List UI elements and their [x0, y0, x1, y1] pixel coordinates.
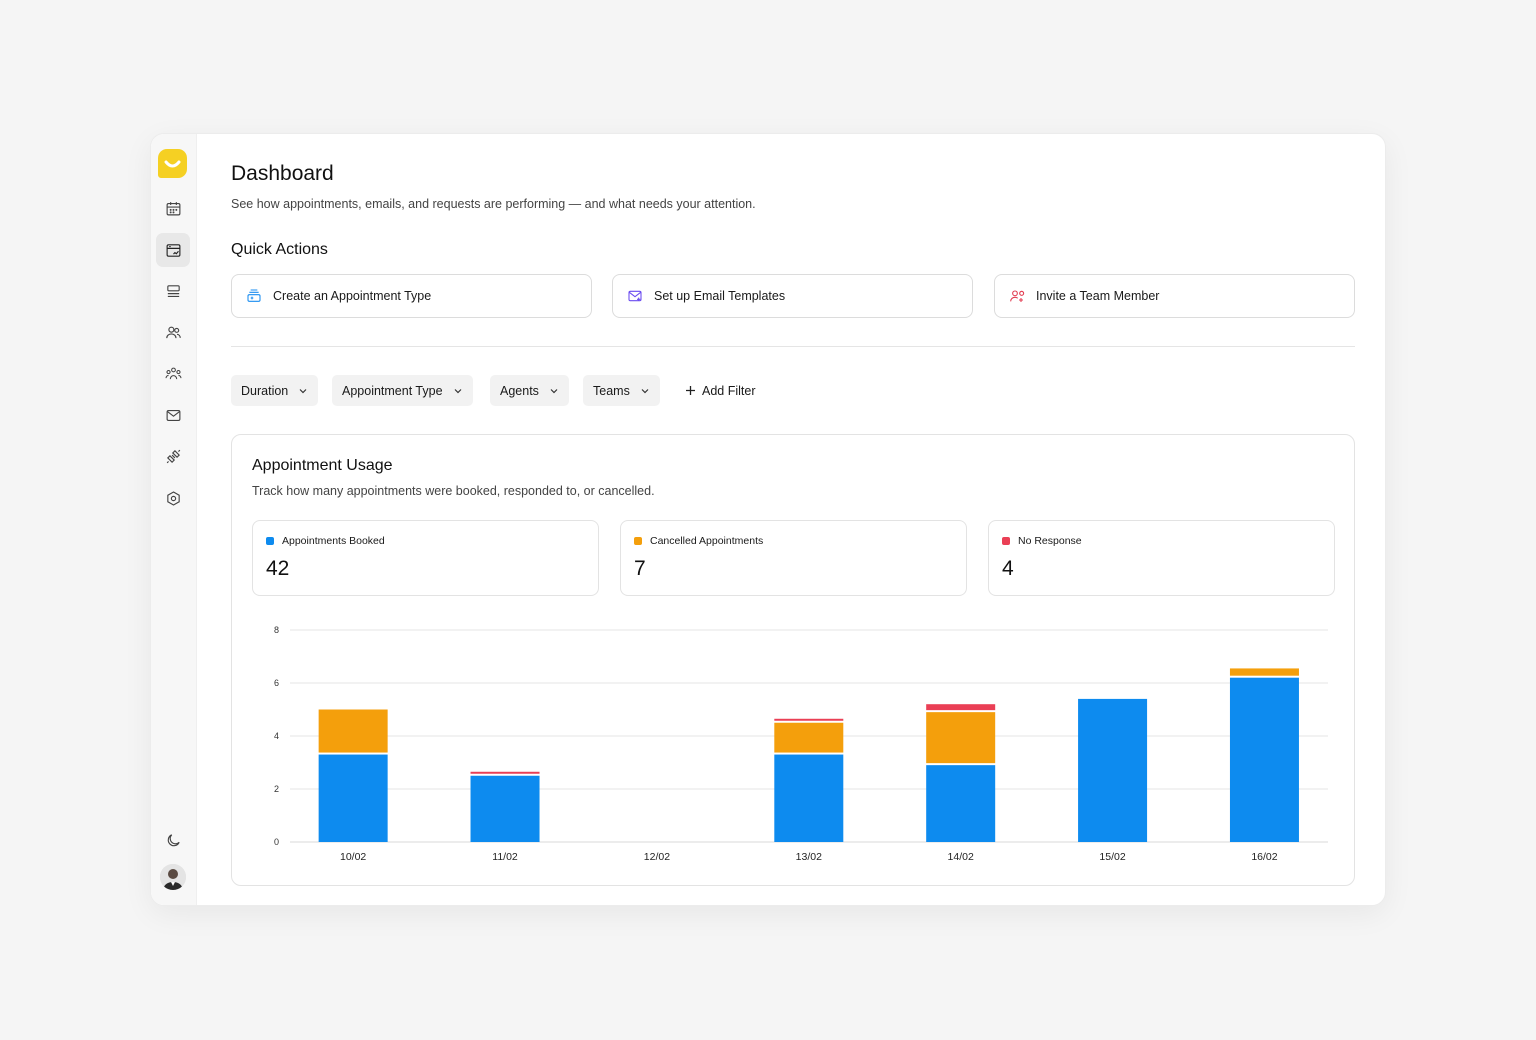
add-filter-label: Add Filter	[702, 383, 756, 398]
chevron-down-icon	[641, 388, 649, 393]
y-tick-label: 0	[274, 837, 279, 847]
stat-label: Cancelled Appointments	[650, 535, 764, 547]
bar-no-response	[470, 771, 540, 774]
bar-appointments-booked	[470, 775, 540, 842]
filter-agents[interactable]: Agents	[490, 375, 569, 406]
x-tick-label: 15/02	[1099, 851, 1125, 863]
filter-label: Duration	[241, 383, 289, 398]
usage-chart: 0 2 4 6 8 10/02 11/02 12/02 13/02 14/02 15/02 16/02	[252, 615, 1342, 875]
y-tick-label: 6	[274, 678, 279, 688]
settings-icon[interactable]	[156, 481, 190, 515]
filter-label: Appointment Type	[342, 383, 443, 398]
bar-no-response	[774, 718, 844, 721]
divider	[231, 346, 1355, 347]
legend-swatch	[266, 537, 274, 545]
stat-label: No Response	[1018, 535, 1082, 547]
bar-appointments-booked	[1229, 677, 1299, 842]
qa-label: Create an Appointment Type	[273, 289, 432, 303]
bar-cancelled-appointments	[926, 712, 996, 764]
logo-icon[interactable]	[158, 149, 187, 178]
setup-email-templates-button[interactable]: Set up Email Templates	[612, 274, 973, 318]
filter-label: Agents	[500, 383, 539, 398]
usage-subtitle: Track how many appointments were booked,…	[252, 484, 655, 498]
main-content: Dashboard See how appointments, emails, …	[231, 134, 1355, 905]
bar-appointments-booked	[1078, 698, 1148, 842]
usage-chart-svg: 0 2 4 6 8 10/02 11/02 12/02 13/02 14/02 15/02 16/02	[274, 625, 1328, 863]
bar-appointments-booked	[774, 754, 844, 842]
chevron-down-icon	[299, 388, 307, 393]
bar-cancelled-appointments	[774, 722, 844, 753]
dashboard-card-icon[interactable]	[156, 233, 190, 267]
chevron-down-icon	[454, 388, 461, 393]
bar-cancelled-appointments	[1229, 668, 1299, 676]
moon-icon[interactable]	[156, 823, 190, 857]
chevron-down-icon	[550, 388, 558, 393]
avatar[interactable]	[160, 864, 186, 890]
x-tick-label: 11/02	[492, 851, 518, 863]
stat-value: 4	[1002, 557, 1014, 580]
page-title: Dashboard	[231, 162, 334, 185]
x-tick-label: 12/02	[644, 851, 670, 863]
legend-swatch	[634, 537, 642, 545]
qa-label: Invite a Team Member	[1036, 289, 1160, 303]
filter-duration[interactable]: Duration	[231, 375, 319, 406]
legend-swatch	[1002, 537, 1010, 545]
x-tick-label: 16/02	[1251, 851, 1277, 863]
stat-value: 42	[266, 557, 290, 580]
x-tick-label: 13/02	[796, 851, 822, 863]
y-tick-label: 4	[274, 731, 279, 741]
invite-user-icon	[1010, 290, 1025, 302]
mail-icon[interactable]	[156, 398, 190, 432]
filter-bar: Duration Appointment Type Agents Teams A…	[231, 375, 1355, 406]
stat-no-response: No Response 4	[988, 520, 1335, 596]
users-icon[interactable]	[156, 315, 190, 349]
bar-appointments-booked	[926, 765, 996, 842]
filter-label: Teams	[593, 383, 630, 398]
calendar-icon[interactable]	[156, 191, 190, 225]
x-tick-label: 10/02	[340, 851, 366, 863]
quick-actions: Create an Appointment Type Set up Email …	[231, 274, 1355, 318]
stat-label: Appointments Booked	[282, 535, 385, 547]
email-template-icon	[628, 290, 642, 302]
filter-teams[interactable]: Teams	[583, 375, 660, 406]
appointment-type-icon	[247, 289, 261, 302]
quick-actions-title: Quick Actions	[231, 241, 328, 258]
stat-value: 7	[634, 557, 646, 580]
stat-appointments-booked: Appointments Booked 42	[252, 520, 599, 596]
page-subtitle: See how appointments, emails, and reques…	[231, 197, 756, 211]
invite-team-member-button[interactable]: Invite a Team Member	[994, 274, 1355, 318]
create-appointment-type-button[interactable]: Create an Appointment Type	[231, 274, 592, 318]
add-filter-button[interactable]: Add Filter	[683, 375, 758, 406]
appointment-usage-card: Appointment Usage Track how many appoint…	[231, 434, 1355, 886]
plus-icon	[686, 386, 695, 395]
usage-title: Appointment Usage	[252, 457, 393, 474]
app-window: Dashboard See how appointments, emails, …	[150, 133, 1386, 906]
bar-cancelled-appointments	[318, 709, 388, 753]
sidebar	[151, 134, 197, 905]
team-icon[interactable]	[156, 356, 190, 390]
x-tick-label: 14/02	[948, 851, 974, 863]
integrations-icon[interactable]	[156, 439, 190, 473]
bar-no-response	[926, 704, 996, 711]
bar-appointments-booked	[318, 754, 388, 842]
y-tick-label: 8	[274, 625, 279, 635]
filter-appointment-type[interactable]: Appointment Type	[332, 375, 473, 406]
qa-label: Set up Email Templates	[654, 289, 786, 303]
y-tick-label: 2	[274, 784, 279, 794]
list-icon[interactable]	[156, 274, 190, 308]
stat-cancelled-appointments: Cancelled Appointments 7	[620, 520, 967, 596]
